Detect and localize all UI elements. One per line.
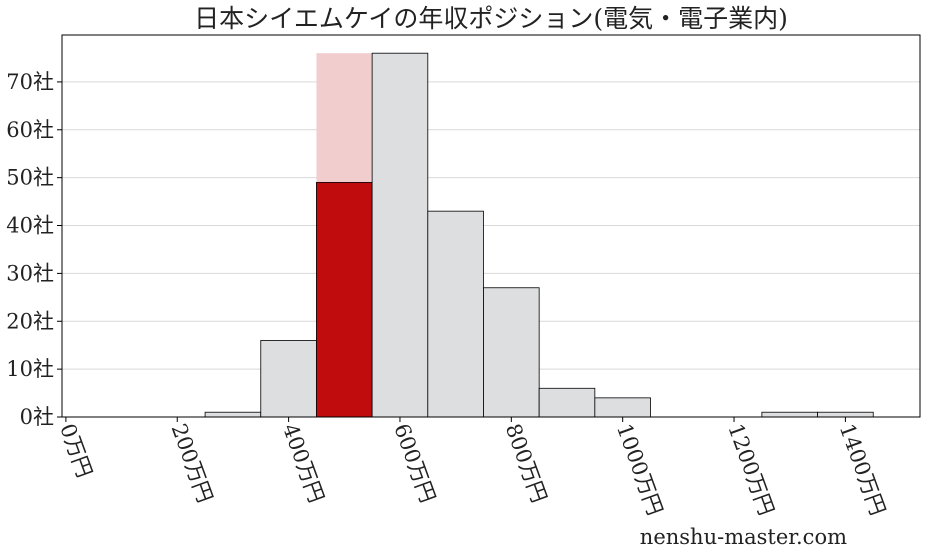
bar [761, 411, 818, 418]
y-tick-label: 10社 [6, 357, 54, 381]
bar [594, 397, 651, 418]
x-tick-label: 600万円 [389, 421, 440, 506]
x-tick-label: 1000万円 [612, 421, 667, 519]
y-tick-label: 30社 [6, 261, 54, 285]
x-tick-label: 800万円 [501, 421, 552, 506]
y-tick-label: 60社 [6, 118, 54, 142]
bar [204, 411, 262, 418]
bar [817, 411, 874, 418]
bar [483, 287, 540, 418]
x-tick-label: 1200万円 [723, 421, 778, 519]
source-credit: nenshu-master.com [640, 525, 847, 549]
y-tick-label: 20社 [6, 309, 54, 333]
x-tick-label: 1400万円 [835, 421, 890, 519]
plot-frame [61, 34, 921, 418]
x-tick-label: 200万円 [167, 421, 218, 506]
y-tick-label: 0社 [20, 405, 54, 429]
bar [427, 210, 484, 418]
bar [538, 387, 596, 418]
chart-title: 日本シイエムケイの年収ポジション(電気・電子業内) [194, 4, 788, 33]
bar [260, 340, 317, 418]
y-tick-label: 50社 [6, 166, 54, 190]
x-tick-label: 400万円 [278, 421, 329, 506]
x-tick-label: 0万円 [55, 421, 96, 481]
bar [316, 182, 373, 418]
y-tick-label: 70社 [6, 70, 54, 94]
y-tick-label: 40社 [6, 214, 54, 238]
bar [371, 52, 429, 418]
